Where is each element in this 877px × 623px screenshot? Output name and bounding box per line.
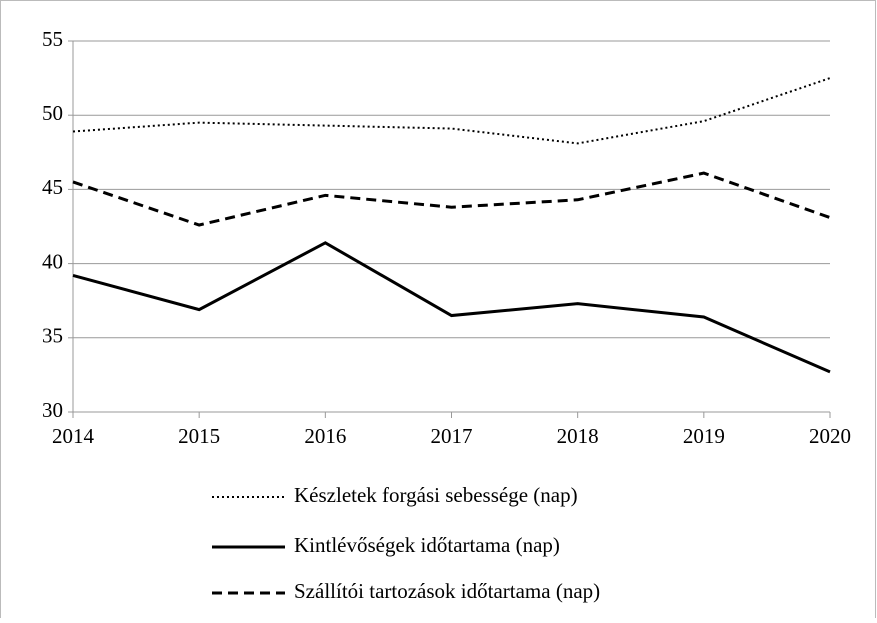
x-tick-label: 2019	[683, 424, 725, 448]
y-tick-label: 50	[42, 101, 63, 125]
legend-label: Készletek forgási sebessége (nap)	[294, 483, 578, 507]
legend-label: Szállítói tartozások időtartama (nap)	[294, 579, 600, 603]
series-line	[72, 171, 831, 227]
x-tick-label: 2018	[557, 424, 599, 448]
y-tick-label: 40	[42, 249, 63, 273]
series-line	[72, 241, 831, 374]
x-tick-label: 2014	[52, 424, 95, 448]
x-tick-label: 2015	[178, 424, 220, 448]
legend-label: Kintlévőségek időtartama (nap)	[294, 533, 560, 557]
y-tick-label: 30	[42, 398, 63, 422]
x-tick-label: 2016	[304, 424, 346, 448]
y-tick-label: 45	[42, 175, 63, 199]
y-tick-label: 55	[42, 27, 63, 51]
x-tick-label: 2020	[809, 424, 851, 448]
x-tick-label: 2017	[431, 424, 473, 448]
y-tick-label: 35	[42, 324, 63, 348]
series-line	[72, 77, 831, 145]
